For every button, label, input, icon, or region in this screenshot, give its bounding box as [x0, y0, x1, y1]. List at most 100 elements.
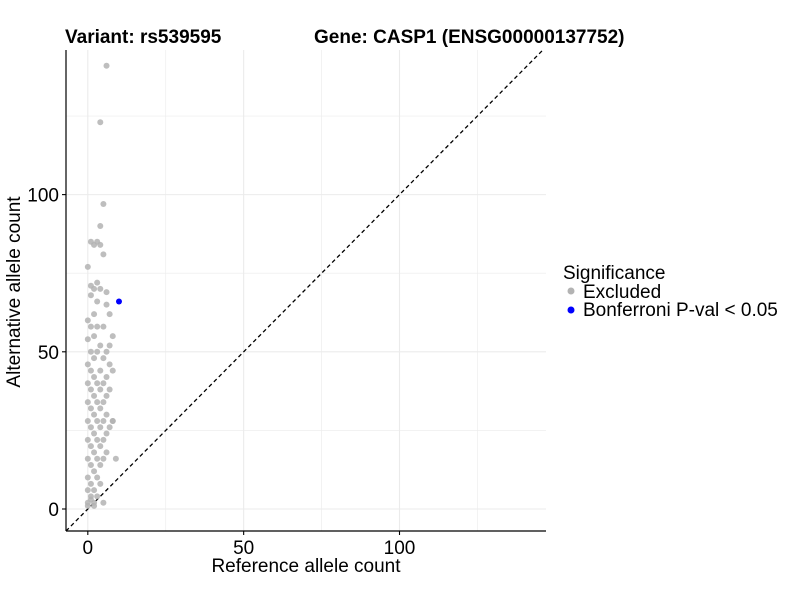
point-excluded-32 — [91, 355, 98, 362]
y-axis-label: Alternative allele count — [4, 196, 25, 388]
title-variant: Variant: rs539595 — [65, 27, 222, 48]
point-excluded-37 — [97, 367, 104, 374]
point-excluded-25 — [91, 333, 98, 340]
point-excluded-35 — [106, 361, 113, 368]
y-tick-label-100: 100 — [27, 186, 59, 207]
point-excluded-13 — [97, 285, 104, 292]
point-excluded-76 — [97, 461, 104, 468]
point-excluded-9 — [84, 263, 91, 270]
point-excluded-65 — [94, 436, 101, 443]
legend-swatch-excluded — [567, 287, 575, 295]
point-excluded-10 — [94, 279, 101, 286]
point-excluded-39 — [91, 373, 98, 380]
point-excluded-63 — [103, 430, 110, 437]
point-excluded-36 — [87, 367, 94, 374]
point-excluded-68 — [87, 443, 94, 450]
point-excluded-29 — [87, 348, 94, 355]
title-gene: Gene: CASP1 (ENSG00000137752) — [314, 27, 625, 48]
point-excluded-34 — [84, 361, 91, 368]
point-excluded-17 — [103, 301, 110, 308]
point-excluded-31 — [103, 348, 110, 355]
point-excluded-89 — [112, 455, 119, 462]
point-excluded-8 — [100, 251, 107, 258]
point-excluded-69 — [97, 443, 104, 450]
point-excluded-7 — [97, 241, 104, 248]
point-excluded-40 — [103, 373, 110, 380]
point-excluded-91 — [87, 496, 94, 503]
point-excluded-90 — [109, 417, 116, 424]
point-excluded-57 — [94, 417, 101, 424]
point-excluded-70 — [91, 449, 98, 456]
point-excluded-16 — [94, 298, 101, 305]
legend-swatch-bonferroni — [567, 306, 575, 314]
point-excluded-30 — [94, 348, 101, 355]
diagonal-reference-line — [65, 49, 544, 532]
point-excluded-15 — [87, 292, 94, 299]
point-excluded-66 — [100, 436, 107, 443]
point-excluded-33 — [100, 355, 107, 362]
x-tick-label-0: 0 — [83, 538, 94, 559]
point-excluded-47 — [91, 392, 98, 399]
point-excluded-52 — [87, 405, 94, 412]
grid-lines — [66, 50, 546, 531]
point-excluded-51 — [100, 399, 107, 406]
point-excluded-3 — [97, 223, 104, 230]
point-excluded-49 — [84, 399, 91, 406]
point-excluded-6 — [91, 241, 98, 248]
point-excluded-61 — [106, 424, 113, 431]
point-excluded-80 — [87, 480, 94, 487]
point-excluded-81 — [97, 480, 104, 487]
point-excluded-64 — [84, 436, 91, 443]
legend-label-excluded: Excluded — [583, 282, 661, 303]
point-excluded-75 — [87, 461, 94, 468]
point-excluded-73 — [94, 455, 101, 462]
point-excluded-38 — [109, 367, 116, 374]
point-excluded-59 — [87, 424, 94, 431]
point-excluded-43 — [100, 380, 107, 387]
point-excluded-45 — [97, 386, 104, 393]
point-excluded-48 — [103, 392, 110, 399]
y-tick-label-0: 0 — [48, 500, 59, 521]
axis-ticks: 0 50 100 0 50 100 — [27, 186, 415, 559]
point-excluded-19 — [106, 311, 113, 318]
point-excluded-22 — [94, 323, 101, 330]
point-excluded-83 — [91, 487, 98, 494]
point-bonferroni-0 — [115, 298, 122, 305]
legend-title: Significance — [563, 263, 665, 284]
point-excluded-1 — [97, 119, 104, 126]
point-excluded-23 — [100, 323, 107, 330]
point-excluded-14 — [103, 289, 110, 296]
point-excluded-72 — [84, 455, 91, 462]
data-points — [84, 62, 122, 509]
point-excluded-0 — [103, 62, 110, 69]
point-excluded-85 — [94, 493, 101, 500]
point-excluded-93 — [91, 502, 98, 509]
point-excluded-82 — [84, 487, 91, 494]
x-tick-label-50: 50 — [233, 538, 254, 559]
point-excluded-44 — [87, 386, 94, 393]
point-excluded-55 — [103, 411, 110, 418]
point-excluded-12 — [91, 285, 98, 292]
point-excluded-18 — [91, 311, 98, 318]
point-excluded-27 — [97, 342, 104, 349]
point-excluded-74 — [100, 455, 107, 462]
point-excluded-24 — [109, 333, 116, 340]
point-excluded-77 — [91, 468, 98, 475]
x-axis-label: Reference allele count — [211, 556, 401, 577]
point-excluded-88 — [100, 499, 107, 506]
point-excluded-92 — [84, 502, 91, 509]
point-excluded-42 — [94, 380, 101, 387]
point-excluded-41 — [84, 380, 91, 387]
point-excluded-26 — [84, 336, 91, 343]
y-tick-label-50: 50 — [38, 343, 59, 364]
point-excluded-60 — [97, 424, 104, 431]
point-excluded-62 — [91, 430, 98, 437]
point-excluded-79 — [94, 474, 101, 481]
point-excluded-71 — [103, 449, 110, 456]
point-excluded-56 — [84, 417, 91, 424]
point-excluded-46 — [106, 386, 113, 393]
point-excluded-53 — [97, 405, 104, 412]
x-tick-label-100: 100 — [384, 538, 416, 559]
point-excluded-28 — [106, 342, 113, 349]
